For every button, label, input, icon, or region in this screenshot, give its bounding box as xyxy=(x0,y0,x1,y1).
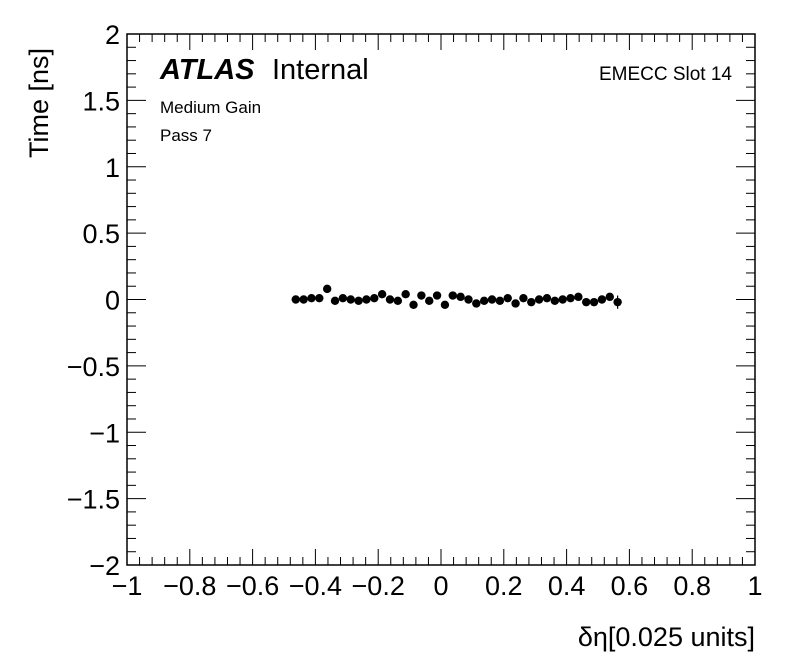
data-point xyxy=(503,293,512,303)
y-tick-label: 1.5 xyxy=(82,86,120,116)
data-point xyxy=(542,293,552,303)
data-point xyxy=(527,297,536,307)
data-points xyxy=(291,284,622,310)
data-point xyxy=(464,295,473,304)
y-tick-labels: −2 −1.5 −1 −0.5 0 0.5 1 1.5 2 xyxy=(67,20,120,581)
x-tick-label: 0.4 xyxy=(548,571,586,601)
data-point xyxy=(495,296,505,306)
data-point xyxy=(299,295,308,304)
x-tick-label: 0 xyxy=(433,571,448,601)
data-point xyxy=(511,299,520,308)
data-point xyxy=(472,299,481,308)
internal-label: Internal xyxy=(272,54,369,86)
data-point xyxy=(401,289,410,299)
y-axis-title: Time [ns] xyxy=(24,48,54,158)
y-tick-label: 0 xyxy=(105,286,120,316)
x-axis-title: δη[0.025 units] xyxy=(578,622,755,652)
data-point xyxy=(346,295,355,304)
data-point xyxy=(322,284,332,294)
x-tick-label: 0.6 xyxy=(611,571,649,601)
y-tick-label: 2 xyxy=(105,20,120,50)
data-point xyxy=(487,295,497,304)
data-point xyxy=(432,291,442,300)
data-point xyxy=(558,295,567,304)
x-tick-label: 0.2 xyxy=(485,571,523,601)
x-tick-label: −0.6 xyxy=(226,571,279,601)
x-tick-labels: −1 −0.8 −0.6 −0.4 −0.2 0 0.2 0.4 0.6 0.8 1 xyxy=(112,571,763,601)
data-point xyxy=(377,289,387,299)
data-point xyxy=(354,296,363,306)
data-point xyxy=(550,296,560,306)
y-tick-label: −0.5 xyxy=(67,352,120,382)
data-point xyxy=(362,295,371,304)
x-tick-label: −0.2 xyxy=(352,571,405,601)
data-point xyxy=(605,292,614,302)
x-tick-label: 1 xyxy=(747,571,762,601)
slot-label: EMECC Slot 14 xyxy=(599,64,732,85)
data-point xyxy=(315,293,324,303)
data-point xyxy=(574,292,583,302)
data-point xyxy=(589,297,599,307)
x-tick-label: −0.4 xyxy=(289,571,342,601)
data-point xyxy=(409,300,418,310)
gain-label: Medium Gain xyxy=(160,98,261,117)
data-point xyxy=(582,297,591,307)
data-point xyxy=(456,292,465,302)
data-point xyxy=(385,295,395,304)
data-point xyxy=(566,293,575,303)
data-point xyxy=(613,297,622,307)
data-point xyxy=(479,296,489,306)
y-tick-label: 0.5 xyxy=(82,219,120,249)
pass-label: Pass 7 xyxy=(160,126,212,145)
axis-ticks xyxy=(126,33,756,566)
x-tick-label: −0.8 xyxy=(163,571,216,601)
data-point xyxy=(393,296,403,306)
data-point xyxy=(330,296,340,306)
data-point xyxy=(307,293,316,303)
x-tick-label: 0.8 xyxy=(673,571,711,601)
data-point xyxy=(519,293,528,303)
data-point xyxy=(370,293,379,303)
data-point xyxy=(534,295,544,304)
data-point xyxy=(597,295,607,304)
y-tick-label: −1.5 xyxy=(67,485,120,515)
y-tick-label: 1 xyxy=(105,153,120,183)
atlas-label: ATLAS xyxy=(159,54,255,86)
y-tick-label: −1 xyxy=(89,418,120,448)
data-point xyxy=(448,291,457,300)
data-point xyxy=(291,295,300,304)
data-point xyxy=(338,293,348,303)
data-point xyxy=(417,291,426,300)
x-tick-label: −1 xyxy=(112,571,143,601)
data-point xyxy=(440,300,450,310)
y-tick-label: −2 xyxy=(89,551,120,581)
data-point xyxy=(425,296,434,306)
